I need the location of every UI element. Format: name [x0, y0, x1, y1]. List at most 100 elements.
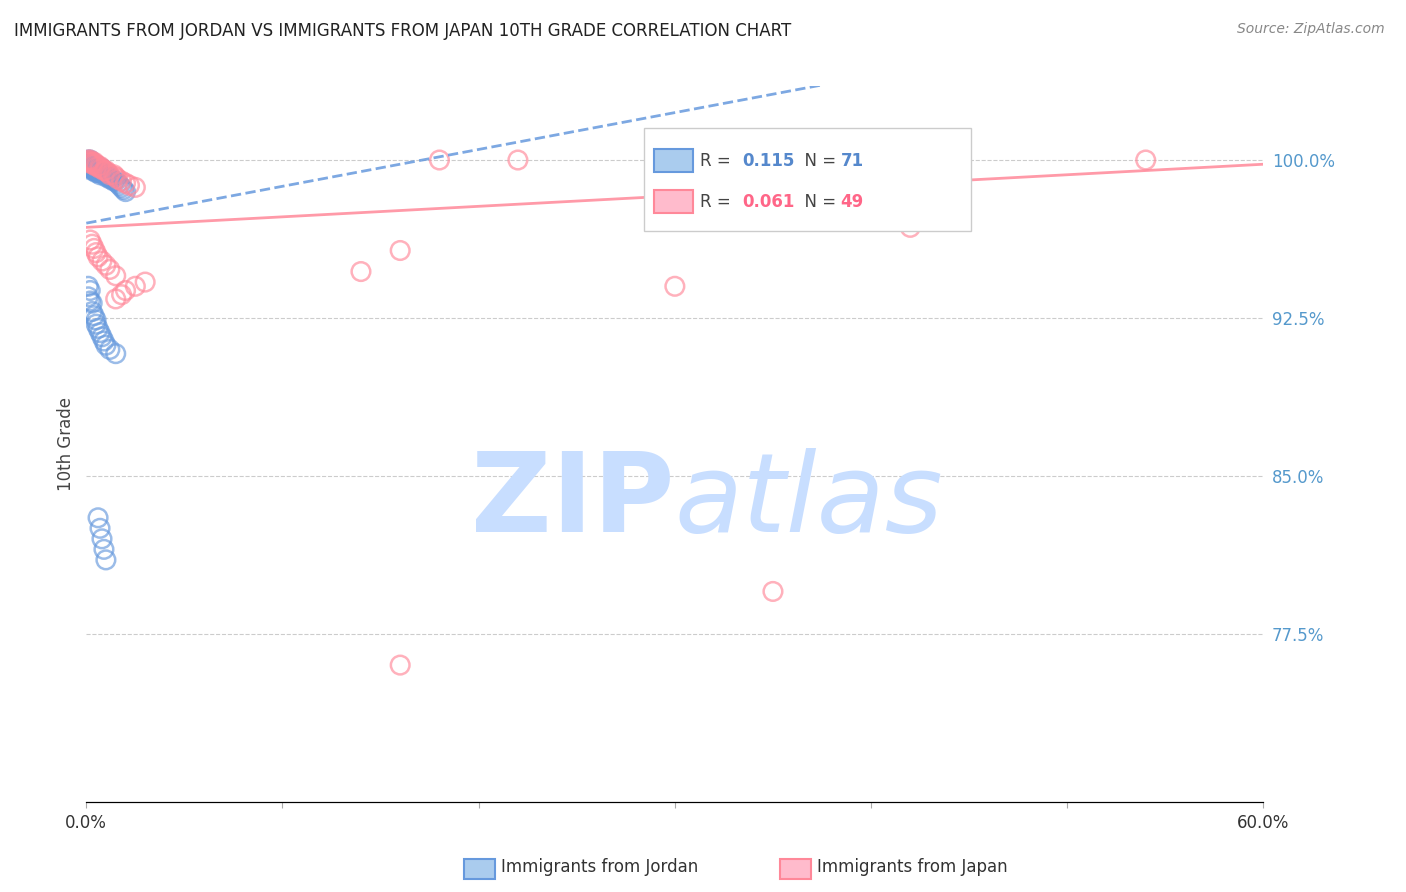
Point	[84, 159, 107, 173]
Point	[97, 168, 120, 182]
Point	[83, 159, 105, 173]
Point	[124, 279, 146, 293]
Point	[79, 155, 101, 169]
Point	[104, 292, 127, 306]
Point	[91, 532, 114, 546]
Point	[82, 155, 104, 169]
Point	[83, 161, 105, 176]
Point	[87, 161, 110, 176]
Point	[506, 153, 529, 167]
Point	[97, 166, 120, 180]
Point	[82, 237, 104, 252]
Point	[79, 153, 101, 167]
Point	[77, 155, 100, 169]
Point	[82, 304, 104, 318]
Point	[1135, 153, 1157, 167]
Point	[91, 161, 114, 176]
Text: Immigrants from Japan: Immigrants from Japan	[817, 858, 1008, 876]
Point	[114, 284, 136, 298]
Text: N =: N =	[794, 152, 841, 169]
Point	[77, 155, 100, 169]
Point	[83, 157, 105, 171]
Point	[89, 163, 111, 178]
Point	[94, 553, 117, 567]
Point	[82, 296, 104, 310]
Point	[84, 163, 107, 178]
Point	[79, 233, 101, 247]
Point	[91, 163, 114, 178]
Point	[84, 157, 107, 171]
Point	[118, 178, 141, 193]
Y-axis label: 10th Grade: 10th Grade	[58, 397, 75, 491]
Point	[93, 166, 115, 180]
Point	[84, 159, 107, 173]
Point	[898, 153, 921, 167]
Point	[98, 169, 121, 184]
Point	[82, 157, 104, 171]
Point	[664, 279, 686, 293]
Point	[82, 155, 104, 169]
Point	[104, 174, 127, 188]
Point	[97, 169, 120, 184]
Point	[429, 153, 451, 167]
Point	[77, 290, 100, 304]
Point	[87, 321, 110, 335]
Text: Immigrants from Jordan: Immigrants from Jordan	[501, 858, 697, 876]
Point	[94, 338, 117, 352]
Point	[83, 241, 105, 255]
Point	[107, 176, 129, 190]
Point	[93, 163, 115, 178]
Point	[110, 180, 132, 194]
Text: 0.115: 0.115	[742, 152, 794, 169]
Point	[350, 264, 373, 278]
Point	[93, 163, 115, 178]
Point	[79, 159, 101, 173]
Point	[389, 244, 412, 258]
Point	[79, 153, 101, 167]
Point	[87, 163, 110, 178]
Point	[98, 343, 121, 357]
Text: R =: R =	[700, 193, 735, 211]
Point	[91, 330, 114, 344]
Point	[91, 254, 114, 268]
Point	[94, 258, 117, 272]
Point	[89, 161, 111, 176]
Point	[84, 313, 107, 327]
Text: 0.061: 0.061	[742, 193, 794, 211]
Point	[82, 163, 104, 178]
Point	[79, 157, 101, 171]
Point	[87, 510, 110, 524]
Text: atlas: atlas	[675, 448, 943, 555]
Point	[98, 172, 121, 186]
Point	[87, 250, 110, 264]
Point	[84, 317, 107, 331]
Point	[82, 161, 104, 176]
Point	[91, 166, 114, 180]
Point	[89, 166, 111, 180]
Point	[898, 220, 921, 235]
Point	[104, 346, 127, 360]
Point	[93, 334, 115, 348]
Point	[108, 178, 131, 193]
Point	[82, 157, 104, 171]
Point	[104, 169, 127, 184]
Point	[110, 287, 132, 301]
Point	[389, 658, 412, 673]
Point	[82, 159, 104, 173]
Point	[98, 168, 121, 182]
Point	[77, 153, 100, 167]
Text: R =: R =	[700, 152, 735, 169]
Point	[89, 521, 111, 535]
Text: IMMIGRANTS FROM JORDAN VS IMMIGRANTS FROM JAPAN 10TH GRADE CORRELATION CHART: IMMIGRANTS FROM JORDAN VS IMMIGRANTS FRO…	[14, 22, 792, 40]
Point	[79, 293, 101, 308]
Point	[124, 180, 146, 194]
Point	[94, 168, 117, 182]
Point	[104, 268, 127, 283]
Point	[87, 166, 110, 180]
Point	[83, 157, 105, 171]
Point	[89, 168, 111, 182]
Point	[87, 159, 110, 173]
Point	[83, 155, 105, 169]
Point	[77, 153, 100, 167]
Point	[89, 159, 111, 173]
